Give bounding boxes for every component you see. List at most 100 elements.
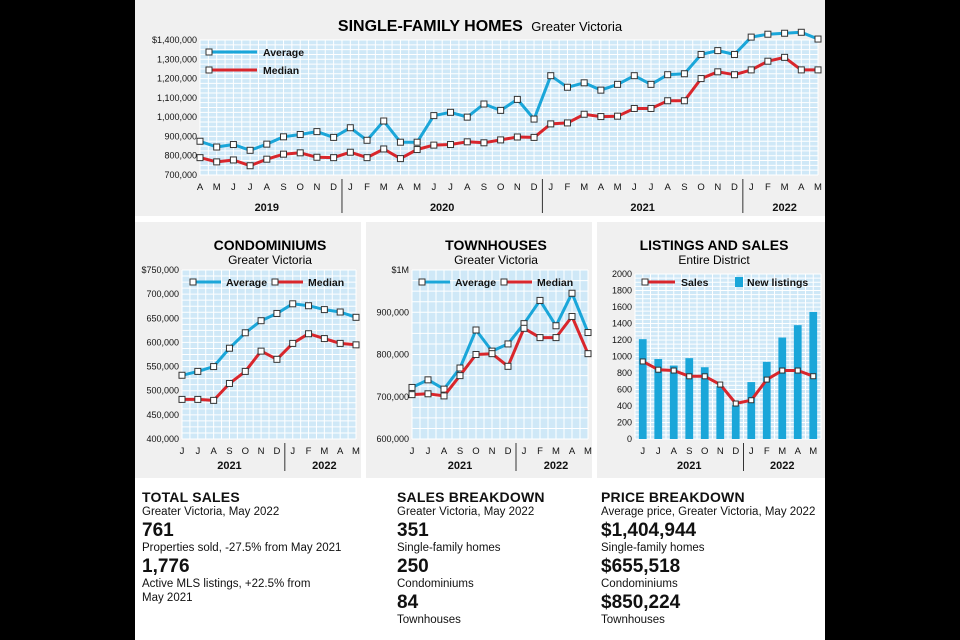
price-breakdown-block: PRICE BREAKDOWN Average price, Greater V… [601,489,823,627]
sfh-ytick: 1,300,000 [157,54,197,64]
sfh-ytick: 1,200,000 [157,74,197,84]
sfh-xtick: N [714,182,721,193]
condo-point [305,302,313,310]
condo-ytick: 700,000 [146,289,179,299]
sfh-point [330,154,338,162]
sfh-legend-label: Median [263,65,299,77]
active-listings-desc-2: May 2021 [142,592,193,604]
sfh-point [714,47,722,55]
condo-year-label: 2021 [217,460,241,472]
sfh-xtick: S [481,182,487,193]
condo-xtick: N [258,446,265,457]
sfh-point [630,104,638,112]
listings-ytick: 600 [617,385,632,395]
listings-xtick: S [686,446,692,457]
town-xtick: F [537,446,543,457]
condo-xtick: J [195,446,200,457]
total-sales-subtitle: Greater Victoria, May 2022 [142,506,280,518]
sfh-sales-desc: Single-family homes [397,542,501,554]
condo-legend-marker [189,278,197,286]
town-chart: TOWNHOUSES Greater Victoria $1M 900,000 80… [376,237,592,472]
sfh-point [597,86,605,94]
sfh-xtick: A [798,182,805,193]
listings-point [732,400,739,407]
town-point [472,351,480,358]
condo-panel: CONDOMINIUMS Greater Victoria $750,000 70… [135,222,361,478]
sfh-xtick: J [231,182,236,193]
sfh-point [430,112,438,120]
condo-point [336,308,344,316]
condo-subtitle: Greater Victoria [228,253,312,267]
sfh-xtick: M [614,182,622,193]
listings-xtick: A [795,446,802,457]
sfh-point [580,79,588,87]
listings-bar [747,382,756,439]
sfh-legend-label: Average [263,47,304,59]
sfh-xtick: A [464,182,471,193]
sfh-xtick: A [598,182,605,193]
condo-point [320,306,328,314]
sfh-xtick: O [297,182,304,193]
sfh-point [730,71,738,79]
town-point [408,383,416,391]
sfh-point [797,66,805,74]
town-point [552,322,560,330]
sfh-chart: SINGLE-FAMILY HOMES Greater Victoria $1,… [152,18,822,214]
town-xtick: J [426,446,431,457]
town-xtick: J [410,446,415,457]
listings-ytick: 1800 [612,286,632,296]
sfh-point [647,104,655,112]
sfh-point [196,137,204,145]
listings-year-label: 2021 [677,460,701,472]
condo-point [225,344,233,352]
sfh-point [213,143,221,151]
sfh-point [380,117,388,125]
sfh-xtick: A [665,182,672,193]
town-xtick: A [569,446,576,457]
town-legend-marker [418,278,426,286]
town-legend: Average Median [418,277,573,289]
total-sales-desc: Properties sold, -27.5% from May 2021 [142,542,342,554]
condo-point [178,371,186,379]
condo-point [273,309,281,317]
listings-xtick: J [749,446,754,457]
sfh-xtick: D [531,182,538,193]
sfh-point [330,133,338,141]
condo-ytick: 450,000 [146,410,179,420]
sfh-xtick: J [348,182,353,193]
sfh-point [396,138,404,146]
sfh-panel: SINGLE-FAMILY HOMES Greater Victoria $1,… [135,0,825,216]
listings-xtick: M [809,446,817,457]
condo-legend-label: Average [226,277,267,289]
sfh-xtick: D [731,182,738,193]
sfh-xtick: S [280,182,286,193]
sfh-xtick: J [749,182,754,193]
condo-point [210,363,218,371]
listings-xtick: A [671,446,678,457]
town-xtick: M [552,446,560,457]
sfh-point [280,133,288,141]
condo-point [194,367,202,375]
sfh-point [530,133,538,141]
sfh-title: SINGLE-FAMILY HOMES [338,18,523,35]
sfh-point [797,28,805,36]
town-point [520,324,528,332]
town-point [568,312,576,320]
listings-point [717,381,724,388]
sfh-xtick: J [431,182,436,193]
sfh-year-label: 2019 [255,202,279,214]
condo-legend: Average Median [189,277,344,289]
condo-xtick: F [306,446,312,457]
condo-xtick: M [320,446,328,457]
sfh-xtick: J [632,182,637,193]
sfh-point [697,75,705,83]
listings-legend-label: New listings [747,277,808,289]
sfh-point [296,131,304,138]
listings-point [748,397,755,404]
town-legend-marker [500,278,508,286]
condo-xtick: O [242,446,249,457]
town-price-value: $850,224 [601,592,681,613]
town-title: TOWNHOUSES [445,237,547,253]
town-xtick: M [584,446,592,457]
listings-point [670,367,677,374]
